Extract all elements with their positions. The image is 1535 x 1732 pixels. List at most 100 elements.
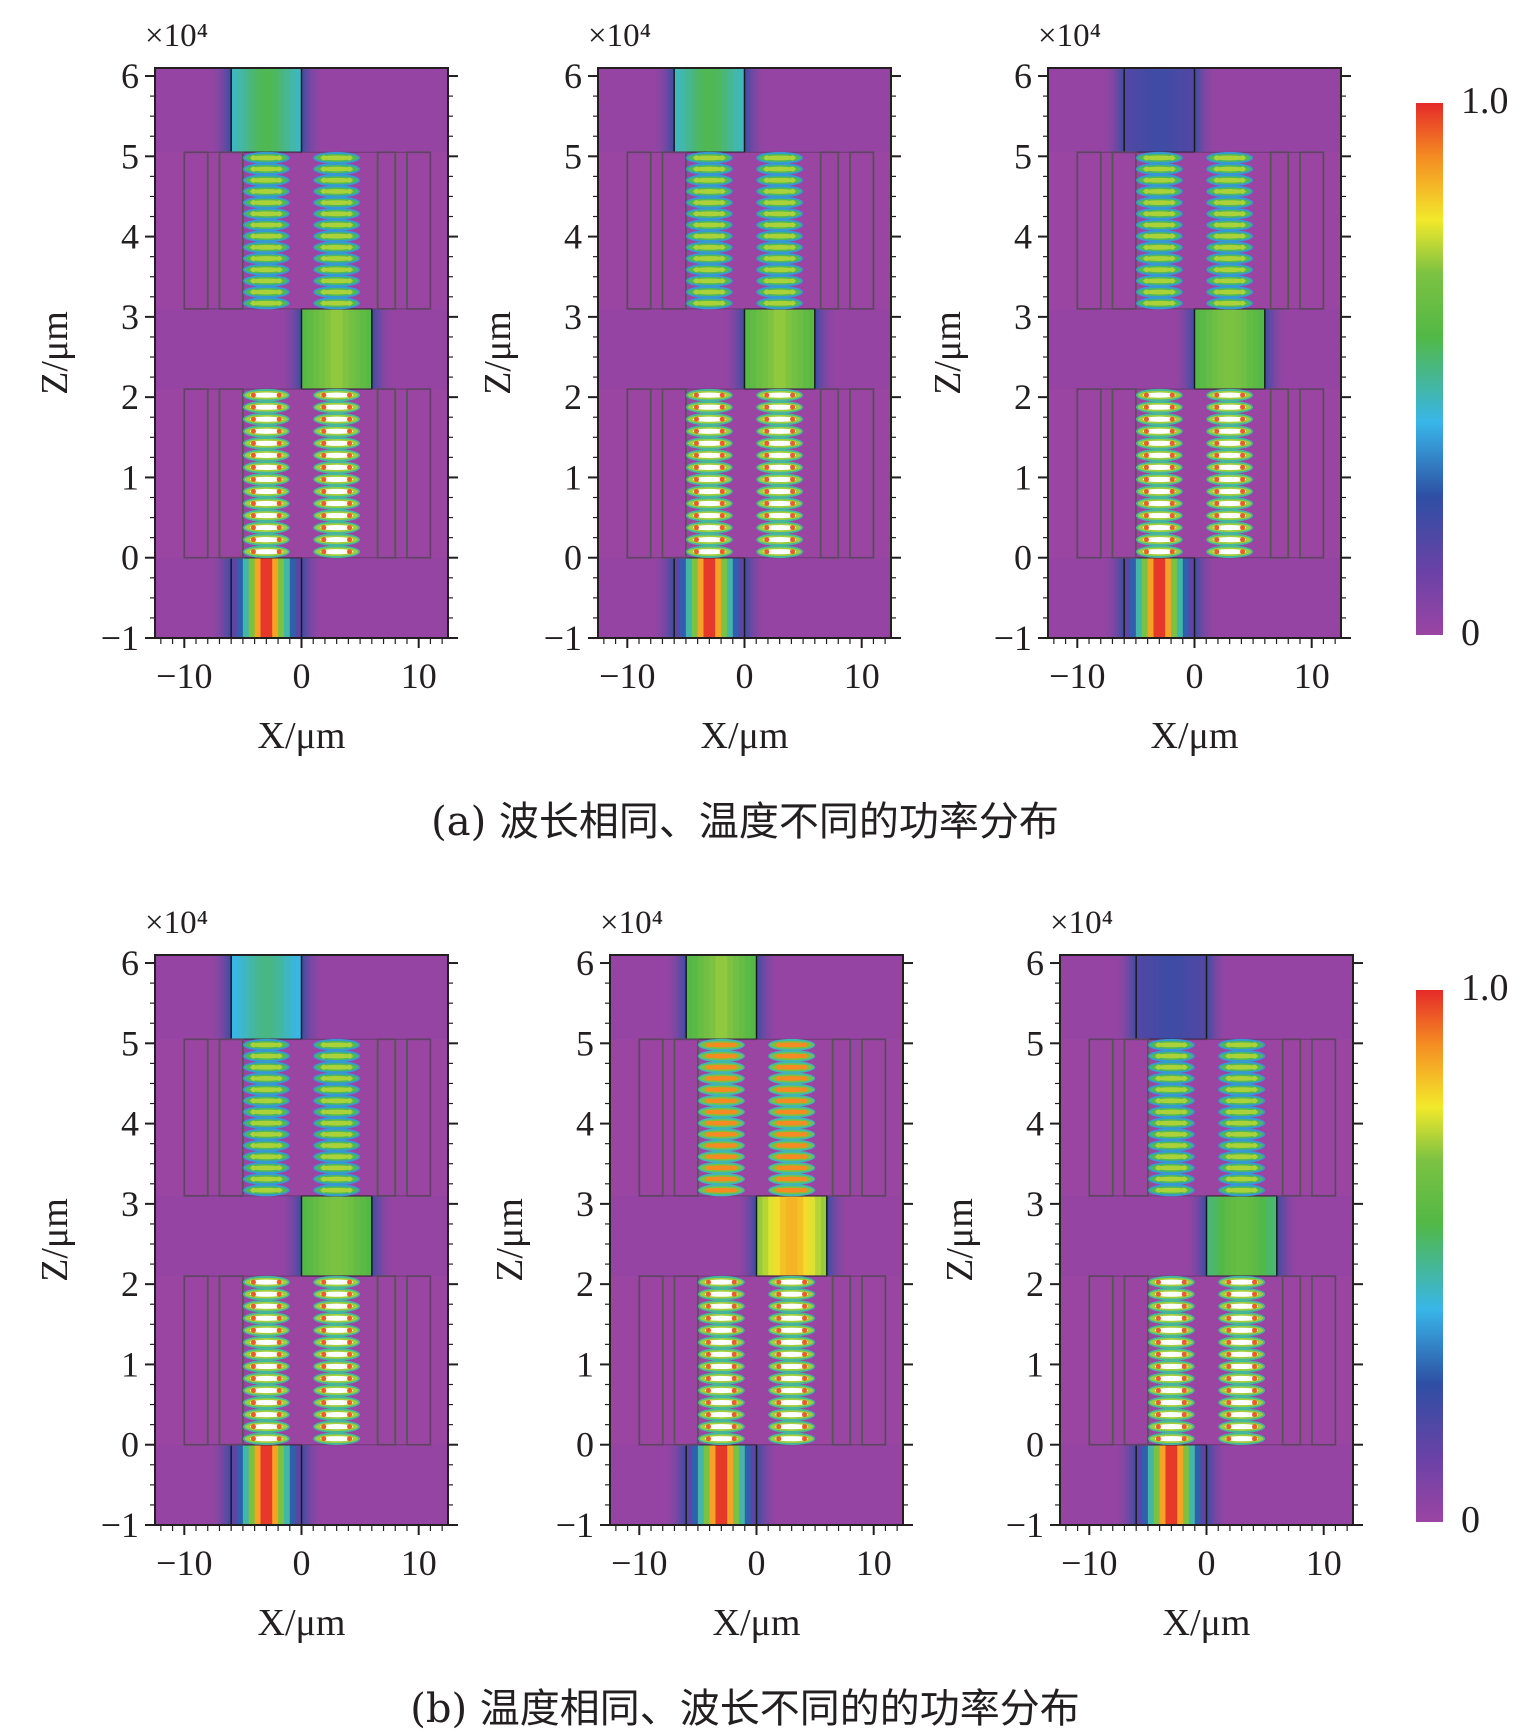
ring-hotspot: [347, 476, 353, 482]
ring-hotspot: [1155, 1351, 1161, 1357]
ring-hotspot: [347, 289, 353, 295]
ring-hotspot: [764, 289, 770, 295]
ring-core: [1154, 1315, 1188, 1321]
ring-hotspot: [347, 1303, 353, 1309]
input-glow-left: [1112, 1444, 1137, 1525]
ring-hotspot: [790, 267, 796, 273]
output-field-strip: [703, 955, 711, 1040]
region-outline: [626, 388, 874, 559]
ring-core: [320, 233, 354, 239]
mid-field-strip: [803, 308, 810, 390]
ring-hotspot: [1214, 222, 1220, 228]
ring-hotspot: [276, 1351, 282, 1357]
ring-hotspot: [1240, 404, 1246, 410]
ring-core: [1154, 1143, 1188, 1148]
x-tick-label: 0: [748, 1543, 766, 1583]
output-field-strip: [1159, 68, 1166, 153]
ring-hotspot: [705, 1165, 711, 1171]
mid-field-strip: [1247, 308, 1254, 390]
input-field-strip: [1136, 1444, 1143, 1525]
ring-core: [320, 1064, 354, 1070]
ring-core: [1154, 1087, 1188, 1093]
output-field-strip: [237, 68, 244, 153]
ring-core: [320, 464, 354, 471]
ring-core: [1154, 1064, 1188, 1070]
ring-hotspot: [321, 267, 327, 273]
ring-hotspot: [776, 1143, 782, 1149]
ring-hotspot: [276, 1291, 282, 1297]
x-tick-label: 0: [736, 656, 754, 696]
ring-hotspot: [705, 1400, 711, 1406]
mid-glow-left: [1171, 308, 1195, 390]
output-field-strip: [726, 68, 734, 153]
ring-hotspot: [1226, 1143, 1232, 1149]
ring-hotspot: [719, 233, 725, 239]
input-field-strip: [703, 557, 710, 638]
ring-hotspot: [250, 222, 256, 228]
y-axis-label: Z/μm: [927, 311, 969, 395]
y-tick-label: 1: [1014, 457, 1032, 497]
ring-core: [249, 1076, 283, 1081]
ring-hotspot: [321, 537, 327, 543]
mid-field-strip: [348, 1195, 355, 1277]
ring-hotspot: [321, 200, 327, 206]
ring-core: [1142, 211, 1176, 217]
ring-hotspot: [1169, 188, 1175, 194]
ring-hotspot: [1214, 267, 1220, 273]
ring-core: [1213, 404, 1247, 410]
ring-hotspot: [1143, 188, 1149, 194]
input-field-strip: [242, 557, 250, 638]
x-tick-label: 10: [1306, 1543, 1342, 1583]
ring-core: [249, 1387, 283, 1394]
input-field-strip: [744, 1444, 752, 1525]
ring-core: [775, 1076, 809, 1081]
ring-hotspot: [321, 440, 327, 446]
ring-hotspot: [276, 300, 282, 306]
ring-core: [692, 500, 726, 507]
ring-hotspot: [276, 211, 282, 217]
ring-core: [320, 267, 354, 273]
ring-hotspot: [693, 166, 699, 172]
ring-hotspot: [1252, 1165, 1258, 1171]
input-field-strip: [278, 1444, 285, 1525]
ring-hotspot: [1169, 211, 1175, 217]
ring-hotspot: [764, 256, 770, 262]
input-field-strip: [1153, 1444, 1161, 1525]
ring-hotspot: [764, 428, 770, 434]
ring-hotspot: [719, 278, 725, 284]
input-glow-right: [744, 557, 768, 638]
ring-hotspot: [1214, 452, 1220, 458]
region-outline: [1076, 151, 1324, 310]
ring-hotspot: [321, 166, 327, 172]
mid-field-strip: [301, 308, 308, 390]
ring-hotspot: [764, 513, 770, 519]
ring-hotspot: [321, 392, 327, 398]
ring-hotspot: [731, 1064, 737, 1070]
ring-hotspot: [250, 464, 256, 470]
ring-hotspot: [731, 1351, 737, 1357]
ring-hotspot: [250, 488, 256, 494]
ring-hotspot: [705, 1388, 711, 1394]
ring-core: [320, 1291, 354, 1297]
ring-hotspot: [790, 440, 796, 446]
x-tick-label: −10: [611, 1543, 667, 1583]
ring-core: [763, 512, 797, 519]
region-outline: [638, 1038, 886, 1197]
output-field-strip: [697, 955, 705, 1040]
ring-hotspot: [276, 177, 282, 183]
mid-field-strip: [336, 1195, 344, 1277]
ring-hotspot: [276, 1187, 282, 1193]
ring-hotspot: [1252, 1315, 1258, 1321]
ring-hotspot: [250, 1351, 256, 1357]
ring-hotspot: [1143, 501, 1149, 507]
input-field-strip: [1159, 557, 1166, 638]
ring-hotspot: [347, 1176, 353, 1182]
input-field-strip: [726, 557, 734, 638]
y-tick-label: 2: [121, 377, 139, 417]
ring-core: [775, 1154, 809, 1160]
mid-glow-right: [371, 308, 396, 390]
mid-field-strip: [342, 1195, 349, 1277]
ring-core: [1142, 244, 1176, 250]
ring-hotspot: [764, 537, 770, 543]
